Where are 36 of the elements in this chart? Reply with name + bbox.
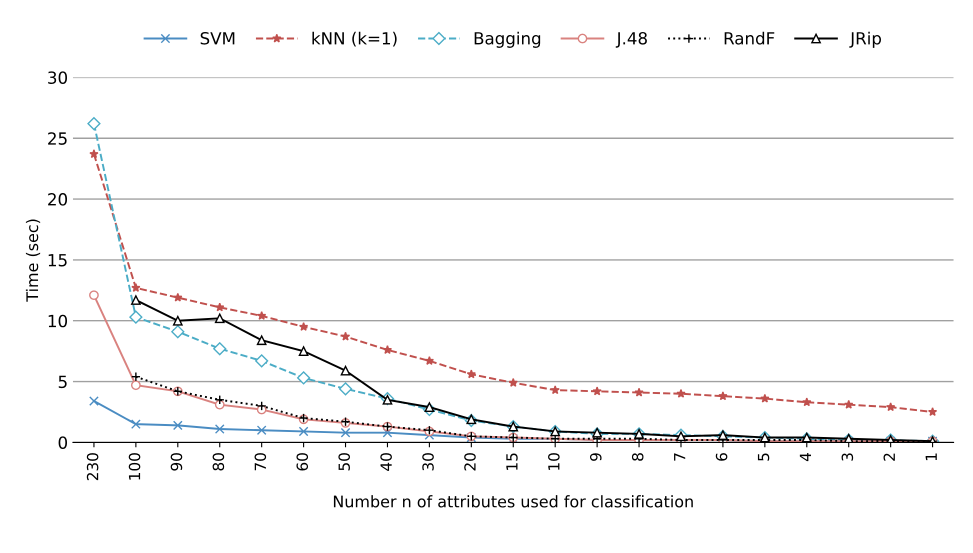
y-tick-label: 20 [48,193,68,206]
legend-label: SVM [200,32,234,45]
x-tick-label: 70 [254,453,266,470]
x-tick-label: 230 [86,453,98,480]
x-tick-label: 15 [506,453,518,470]
y-axis-title: Time (sec) [26,220,40,302]
x-tick-label: 2 [884,454,895,461]
legend-label: J.48 [616,32,647,48]
x-tick-label: 3 [842,453,854,461]
y-tick-label: 25 [48,132,67,145]
x-tick-label: 30 [422,453,434,470]
y-tick-label: 15 [48,254,67,266]
legend-label: JRip [849,32,882,48]
x-tick-label: 4 [800,452,811,462]
y-tick-label: 10 [48,314,68,328]
x-tick-label: 40 [380,453,392,471]
y-tick-label: 0 [58,436,68,449]
x-tick-label: 60 [296,453,308,470]
x-tick-label: 20 [464,453,476,470]
x-tick-label: 1 [926,454,937,460]
x-tick-label: 5 [758,453,770,461]
x-axis-title: Number n of attributes used for classification [334,495,693,508]
legend-label: RandF [724,32,774,45]
x-tick-label: 8 [632,453,644,461]
x-tick-label: 10 [548,453,560,470]
x-tick-label: 7 [674,453,686,461]
x-tick-label: 80 [212,453,224,471]
x-tick-label: 9 [590,453,602,461]
y-tick-label: 5 [58,376,67,388]
legend-label: kNN (k=1) [312,32,397,47]
x-tick-label: 100 [128,453,140,480]
y-tick-label: 30 [48,71,68,84]
x-tick-label: 90 [170,453,182,471]
x-tick-label: 50 [338,453,350,470]
x-tick-label: 6 [716,453,728,461]
legend-label: Bagging [474,32,540,48]
